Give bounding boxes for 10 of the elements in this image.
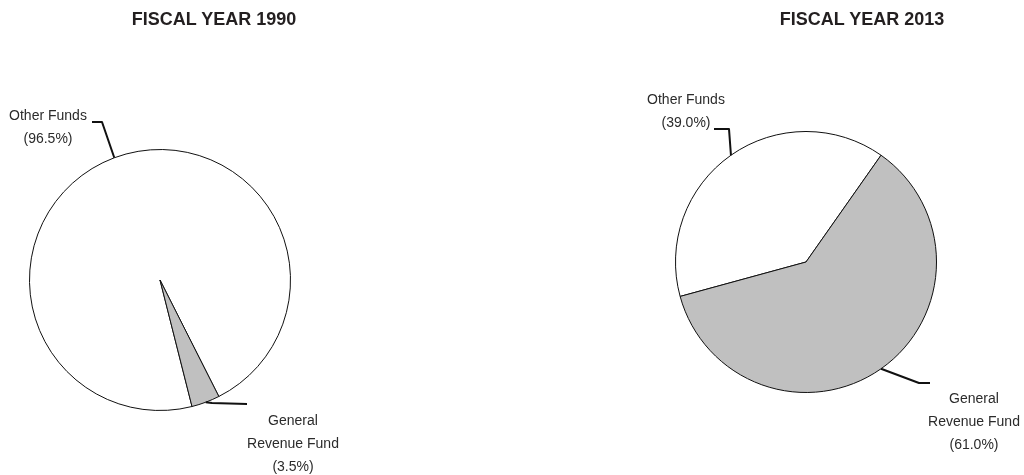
slice-label: Other Funds (647, 90, 725, 107)
data-label: (3.5%) (272, 457, 314, 474)
data-label: (96.5%) (23, 129, 73, 146)
chart-title: FISCAL YEAR 1990 (131, 8, 297, 29)
data-label: (61.0%) (949, 435, 999, 452)
slice-label: Other Funds (9, 106, 87, 123)
chart-title: FISCAL YEAR 2013 (779, 8, 945, 29)
slice-label: General Revenue Fund (247, 411, 339, 451)
data-label: (39.0%) (661, 113, 711, 130)
slice-label: General Revenue Fund (928, 389, 1020, 429)
